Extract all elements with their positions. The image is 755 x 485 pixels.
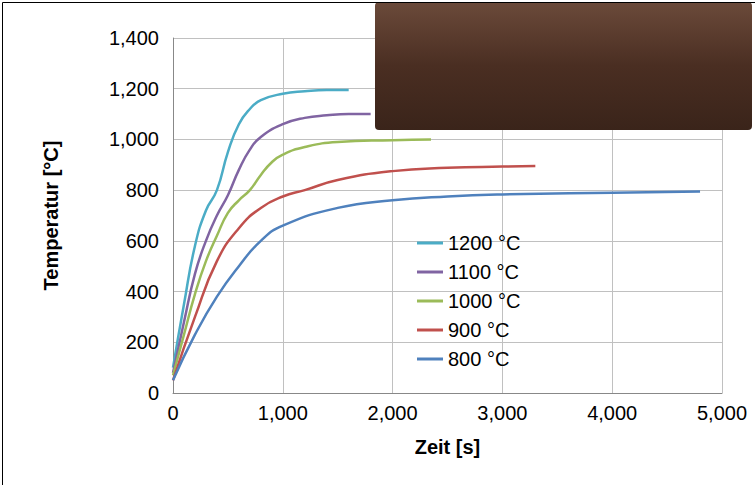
svg-text:1,000: 1,000 bbox=[109, 128, 159, 150]
svg-text:1000 °C: 1000 °C bbox=[448, 290, 521, 312]
svg-text:200: 200 bbox=[126, 331, 159, 353]
svg-text:Temperatur [°C]: Temperatur [°C] bbox=[40, 141, 62, 291]
svg-text:400: 400 bbox=[126, 281, 159, 303]
svg-text:0: 0 bbox=[148, 382, 159, 404]
svg-text:1,000: 1,000 bbox=[258, 402, 308, 424]
svg-text:900 °C: 900 °C bbox=[448, 319, 509, 341]
svg-text:600: 600 bbox=[126, 230, 159, 252]
svg-text:5,000: 5,000 bbox=[697, 402, 747, 424]
svg-text:3,000: 3,000 bbox=[477, 402, 527, 424]
svg-text:Zeit [s]: Zeit [s] bbox=[415, 436, 481, 458]
svg-text:1200 °C: 1200 °C bbox=[448, 232, 521, 254]
svg-text:1,400: 1,400 bbox=[109, 27, 159, 49]
svg-text:4,000: 4,000 bbox=[587, 402, 637, 424]
svg-text:0: 0 bbox=[167, 402, 178, 424]
svg-text:1100 °C: 1100 °C bbox=[448, 261, 519, 283]
svg-text:2,000: 2,000 bbox=[368, 402, 418, 424]
svg-text:1,200: 1,200 bbox=[109, 78, 159, 100]
svg-text:800: 800 bbox=[126, 179, 159, 201]
svg-text:800 °C: 800 °C bbox=[448, 348, 509, 370]
